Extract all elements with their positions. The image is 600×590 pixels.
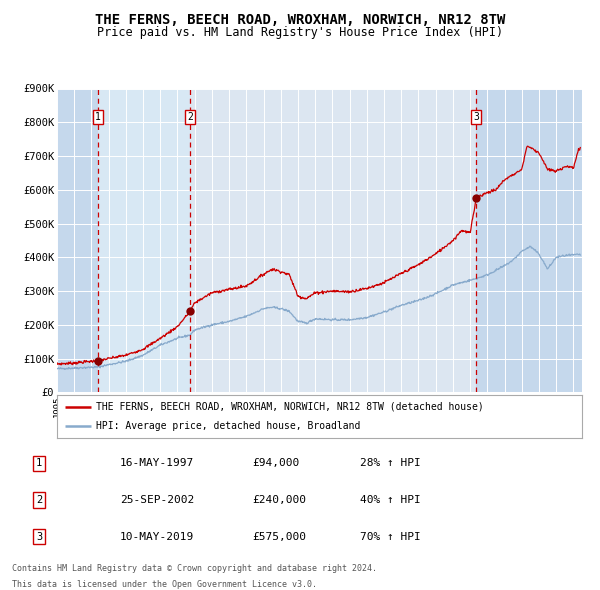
Text: 3: 3: [36, 532, 42, 542]
Text: THE FERNS, BEECH ROAD, WROXHAM, NORWICH, NR12 8TW (detached house): THE FERNS, BEECH ROAD, WROXHAM, NORWICH,…: [97, 402, 484, 412]
Bar: [98, 88, 190, 392]
Text: 16-MAY-1997: 16-MAY-1997: [120, 458, 194, 468]
Text: 70% ↑ HPI: 70% ↑ HPI: [360, 532, 421, 542]
Text: 2: 2: [187, 112, 193, 122]
Text: 10-MAY-2019: 10-MAY-2019: [120, 532, 194, 542]
Text: 40% ↑ HPI: 40% ↑ HPI: [360, 495, 421, 505]
Text: Contains HM Land Registry data © Crown copyright and database right 2024.: Contains HM Land Registry data © Crown c…: [12, 564, 377, 573]
Text: Price paid vs. HM Land Registry's House Price Index (HPI): Price paid vs. HM Land Registry's House …: [97, 26, 503, 39]
Text: THE FERNS, BEECH ROAD, WROXHAM, NORWICH, NR12 8TW: THE FERNS, BEECH ROAD, WROXHAM, NORWICH,…: [95, 13, 505, 27]
Text: HPI: Average price, detached house, Broadland: HPI: Average price, detached house, Broa…: [97, 421, 361, 431]
Text: 25-SEP-2002: 25-SEP-2002: [120, 495, 194, 505]
Text: 1: 1: [95, 112, 101, 122]
Text: 1: 1: [36, 458, 42, 468]
Text: 28% ↑ HPI: 28% ↑ HPI: [360, 458, 421, 468]
Text: 3: 3: [473, 112, 479, 122]
Text: £94,000: £94,000: [252, 458, 299, 468]
Bar: [57, 88, 98, 392]
Text: £240,000: £240,000: [252, 495, 306, 505]
Text: This data is licensed under the Open Government Licence v3.0.: This data is licensed under the Open Gov…: [12, 580, 317, 589]
Text: £575,000: £575,000: [252, 532, 306, 542]
Bar: [476, 88, 582, 392]
Text: 2: 2: [36, 495, 42, 505]
